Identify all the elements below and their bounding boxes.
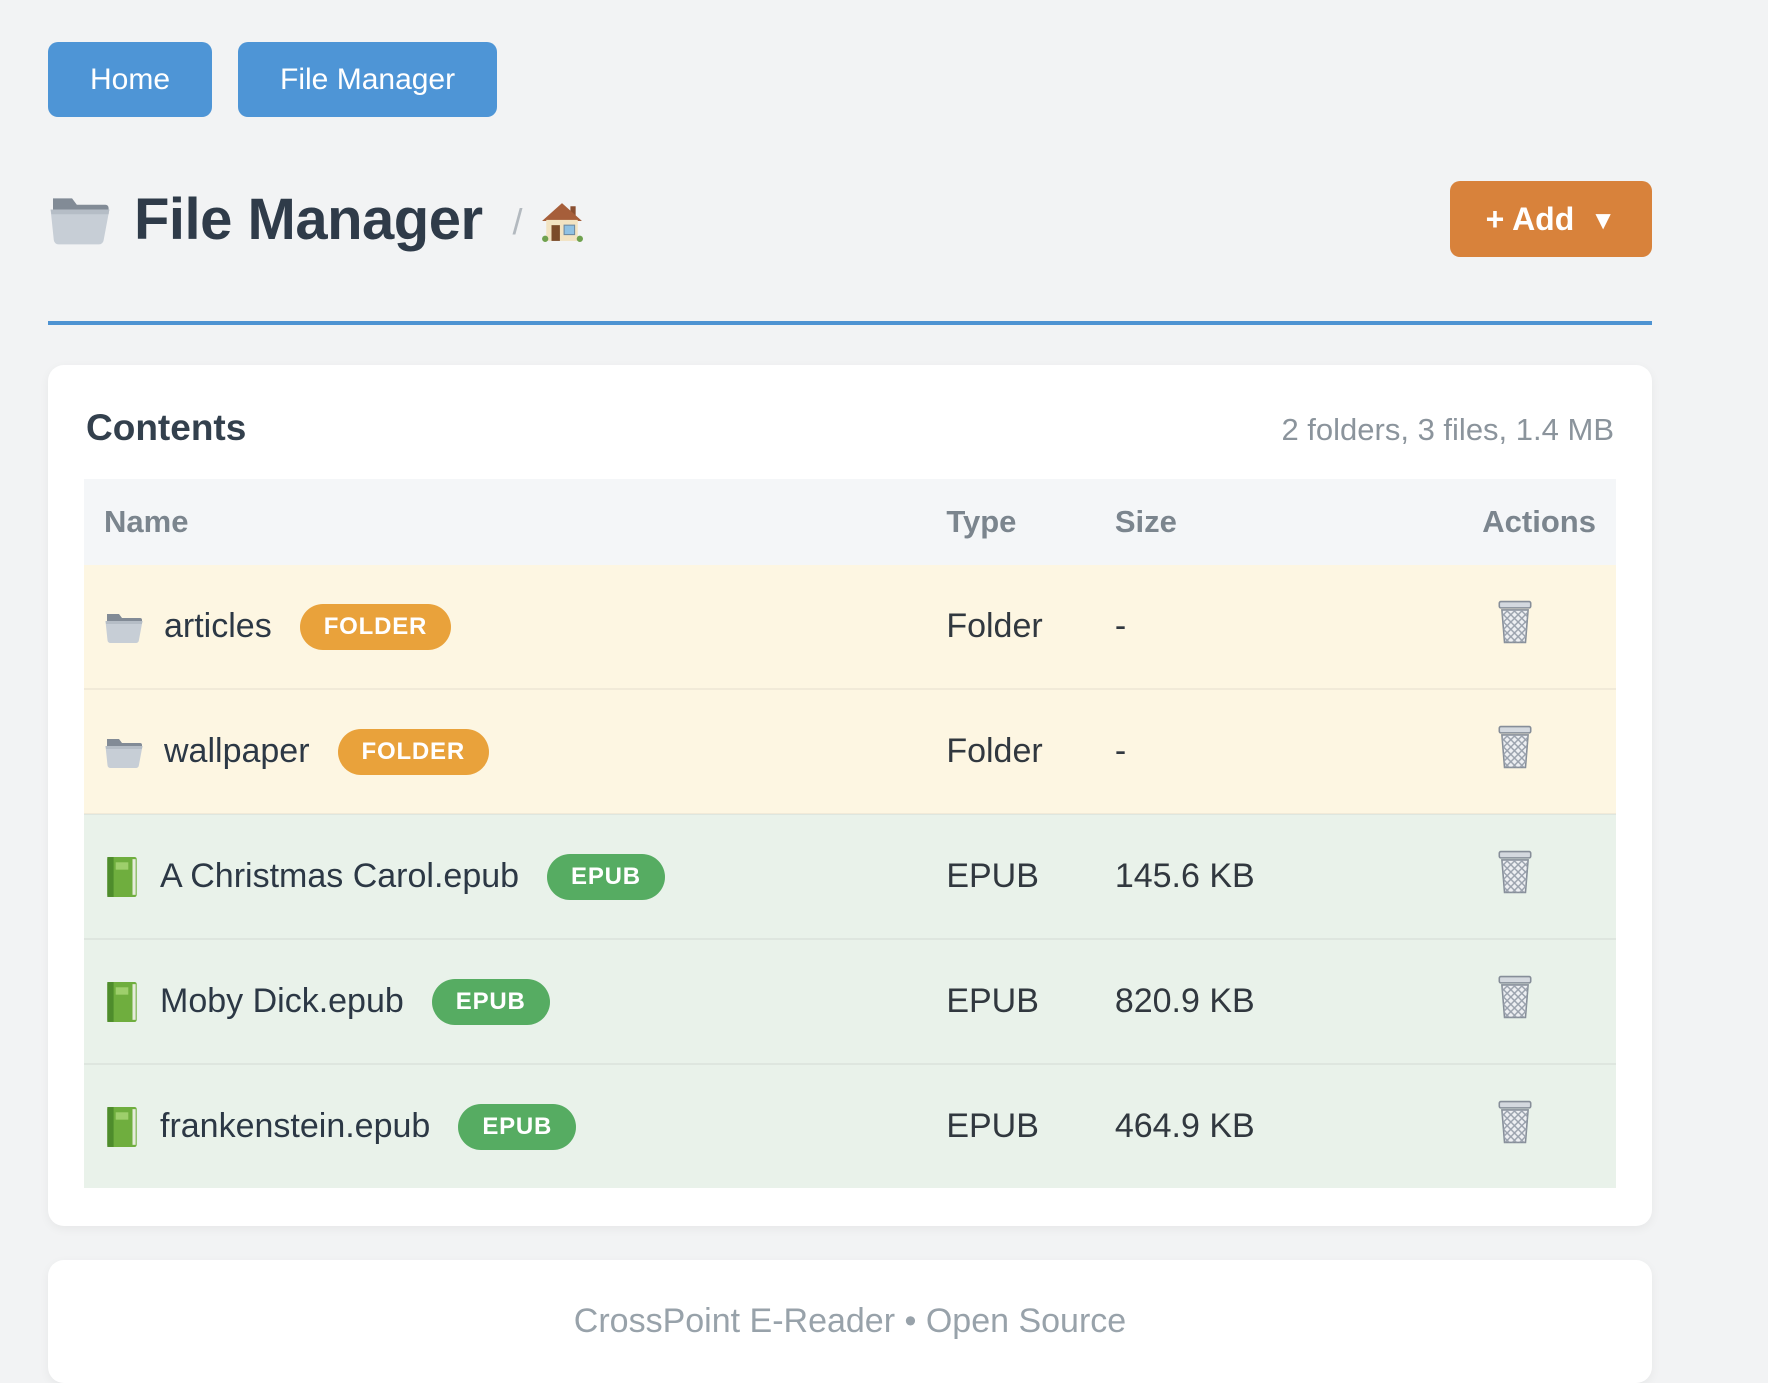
page-title: File Manager (134, 186, 483, 252)
size-cell: 464.9 KB (1094, 1063, 1463, 1188)
file-name-link[interactable]: Moby Dick.epub (160, 982, 404, 1020)
delete-button[interactable] (1496, 725, 1534, 772)
column-header-type: Type (926, 479, 1095, 565)
trash-icon (1496, 975, 1534, 1022)
type-badge: EPUB (431, 978, 550, 1025)
column-header-name: Name (84, 479, 927, 565)
house-icon[interactable] (541, 201, 583, 243)
folder-icon (104, 610, 144, 644)
type-cell: EPUB (926, 938, 1095, 1064)
size-cell: - (1094, 688, 1463, 814)
card-head: Contents 2 folders, 3 files, 1.4 MB (84, 401, 1616, 449)
trash-icon (1496, 850, 1534, 897)
contents-heading: Contents (86, 407, 247, 448)
size-cell: - (1114, 607, 1127, 645)
type-badge: FOLDER (337, 728, 489, 775)
delete-button[interactable] (1496, 975, 1534, 1022)
chevron-down-icon: ▼ (1590, 205, 1616, 235)
file-name-link[interactable]: frankenstein.epub (160, 1107, 431, 1145)
column-header-size: Size (1094, 479, 1463, 565)
trash-icon (1496, 600, 1534, 647)
header-divider (48, 321, 1652, 325)
file-name-link[interactable]: articles (164, 607, 272, 645)
footer: CrossPoint E-Reader • Open Source (48, 1260, 1652, 1383)
footer-text: CrossPoint E-Reader • Open Source (573, 1302, 1127, 1340)
table-header-row: Name Type Size Actions (84, 479, 1616, 565)
folder-icon (104, 735, 144, 769)
size-cell: 820.9 KB (1094, 938, 1463, 1064)
breadcrumb-separator: / (512, 201, 523, 242)
title-wrap: File Manager / (48, 186, 583, 253)
type-cell: EPUB (926, 1063, 1095, 1188)
add-button[interactable]: + Add ▼ (1449, 181, 1652, 257)
book-icon (104, 1106, 140, 1148)
table-body: articles FOLDER Folder - (84, 565, 1616, 1188)
table-row[interactable]: articles FOLDER Folder - (84, 565, 1616, 689)
table-row[interactable]: Moby Dick.epub EPUB EPUB 820.9 KB (84, 938, 1616, 1064)
file-name-link[interactable]: wallpaper (164, 732, 310, 770)
trash-icon (1496, 725, 1534, 772)
delete-button[interactable] (1496, 1100, 1534, 1147)
nav-home-button[interactable]: Home (48, 42, 213, 117)
top-nav: Home File Manager (48, 42, 1652, 117)
type-badge: EPUB (547, 853, 665, 900)
folder-icon (48, 192, 112, 246)
type-badge: FOLDER (299, 603, 452, 650)
type-badge: EPUB (458, 1103, 577, 1150)
page-header: File Manager / + Add ▼ (48, 181, 1652, 257)
type-cell: Folder (926, 688, 1095, 814)
book-icon (104, 856, 140, 898)
contents-summary: 2 folders, 3 files, 1.4 MB (1281, 412, 1614, 447)
trash-icon (1496, 1100, 1534, 1147)
table-row[interactable]: wallpaper FOLDER Folder - (84, 688, 1616, 814)
book-icon (104, 981, 140, 1023)
contents-card: Contents 2 folders, 3 files, 1.4 MB Name… (48, 365, 1652, 1226)
delete-button[interactable] (1496, 600, 1534, 647)
type-cell: Folder (946, 607, 1043, 645)
size-cell: 145.6 KB (1094, 813, 1463, 939)
add-button-label: + Add (1485, 201, 1575, 237)
table-row[interactable]: frankenstein.epub EPUB EPUB 464.9 KB (84, 1063, 1616, 1188)
nav-file-manager-button[interactable]: File Manager (238, 42, 498, 117)
column-header-actions: Actions (1462, 479, 1616, 565)
table-row[interactable]: A Christmas Carol.epub EPUB EPUB 145.6 K… (84, 813, 1616, 939)
file-name-link[interactable]: A Christmas Carol.epub (160, 857, 520, 895)
type-cell: EPUB (926, 813, 1095, 939)
files-table: Name Type Size Actions (84, 479, 1616, 1188)
delete-button[interactable] (1496, 850, 1534, 897)
